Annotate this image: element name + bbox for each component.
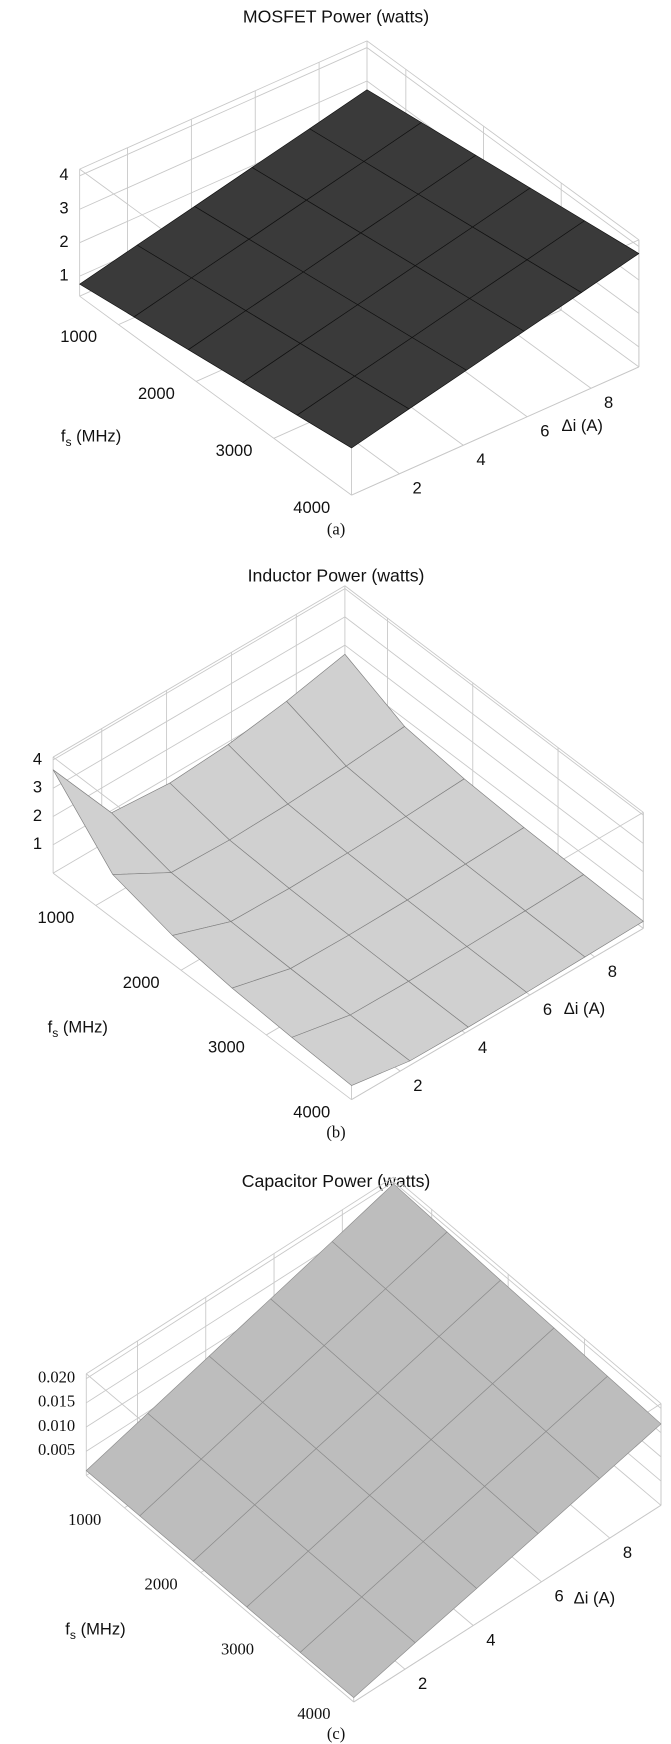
y-tick-label: 8 — [623, 1543, 632, 1562]
x-tick-label: 2000 — [145, 1575, 178, 1594]
grid-line — [393, 1181, 662, 1409]
x-axis-label: fs (MHz) — [65, 1620, 125, 1642]
y-tick-label: 8 — [604, 393, 613, 412]
grid-line — [344, 644, 644, 873]
x-tick-label: 2000 — [138, 384, 175, 403]
x-axis-label-sub: s — [52, 1026, 58, 1040]
box-edge — [366, 40, 640, 241]
z-tick-label: 3 — [33, 778, 42, 797]
x-tick-label: 4000 — [293, 1102, 330, 1121]
z-tick-label: 4 — [33, 749, 42, 768]
z-tick-label: 1 — [33, 834, 42, 853]
x-tick-label: 4000 — [293, 498, 330, 517]
z-tick-label: 0.010 — [38, 1416, 75, 1435]
box-edge — [52, 872, 352, 1101]
x-axis-label-main: f — [48, 1018, 53, 1037]
y-tick-label: 6 — [540, 422, 549, 441]
x-axis-label-unit: (MHz) — [76, 1620, 126, 1639]
caption: (a) — [327, 519, 345, 538]
grid-line — [344, 616, 644, 844]
grid-line — [79, 80, 368, 210]
z-tick-label: 2 — [59, 232, 68, 251]
grid-line — [86, 1181, 394, 1379]
x-axis-label-main: f — [65, 1620, 70, 1639]
grid-line — [344, 588, 644, 816]
x-tick-label: 1000 — [60, 327, 97, 346]
y-tick-label: 2 — [412, 479, 421, 498]
z-tick-label: 0.020 — [38, 1367, 75, 1386]
chart-title: MOSFET Power (watts) — [243, 6, 429, 26]
chart-title: Inductor Power (watts) — [248, 566, 425, 586]
box-edge — [344, 585, 644, 813]
y-tick-label: 4 — [486, 1630, 495, 1649]
x-tick-label: 1000 — [68, 1510, 101, 1529]
y-tick-label: 2 — [418, 1674, 427, 1693]
caption: (b) — [326, 1123, 345, 1142]
x-axis-label-unit: (MHz) — [72, 427, 122, 446]
grid-line — [366, 47, 640, 247]
z-tick-label: 4 — [59, 165, 68, 184]
grid-line — [344, 673, 644, 901]
box-edge — [79, 295, 352, 496]
y-tick-label: 6 — [543, 1000, 552, 1019]
z-tick-label: 0.015 — [38, 1392, 75, 1411]
y-tick-label: 4 — [478, 1038, 487, 1057]
x-axis-label-main: f — [61, 427, 66, 446]
x-tick-label: 3000 — [216, 441, 253, 460]
grid-line — [52, 588, 346, 761]
y-tick-label: 8 — [608, 962, 617, 981]
y-axis-label: Δi (A) — [564, 999, 605, 1018]
x-axis-label-unit: (MHz) — [58, 1018, 108, 1037]
z-tick-label: 3 — [59, 199, 68, 218]
surface-patch — [296, 375, 410, 449]
z-tick-label: 1 — [59, 265, 68, 284]
z-tick-label: 2 — [33, 806, 42, 825]
caption: (c) — [327, 1724, 345, 1743]
surface-patch — [291, 1014, 411, 1086]
box-edge — [85, 1475, 355, 1703]
x-tick-label: 2000 — [123, 973, 160, 992]
x-tick-label: 4000 — [297, 1704, 330, 1723]
x-tick-label: 1000 — [38, 908, 75, 927]
x-axis-label: fs (MHz) — [48, 1018, 108, 1040]
grid-line — [79, 47, 368, 177]
y-axis-label: Δi (A) — [562, 416, 603, 435]
box-edge — [393, 1176, 662, 1404]
y-tick-label: 2 — [413, 1076, 422, 1095]
surface-patch — [299, 1596, 416, 1698]
x-axis-label: fs (MHz) — [61, 427, 121, 449]
y-axis-label: Δi (A) — [574, 1589, 615, 1608]
x-tick-label: 3000 — [221, 1639, 254, 1658]
x-axis-label-sub: s — [70, 1628, 76, 1642]
grid-line — [52, 644, 346, 817]
y-tick-label: 4 — [476, 450, 485, 469]
x-axis-label-sub: s — [65, 435, 71, 449]
x-tick-label: 3000 — [208, 1038, 245, 1057]
y-tick-label: 6 — [555, 1587, 564, 1606]
grid-line — [52, 616, 346, 789]
z-tick-label: 0.005 — [38, 1440, 75, 1459]
chart-title: Capacitor Power (watts) — [242, 1171, 431, 1191]
